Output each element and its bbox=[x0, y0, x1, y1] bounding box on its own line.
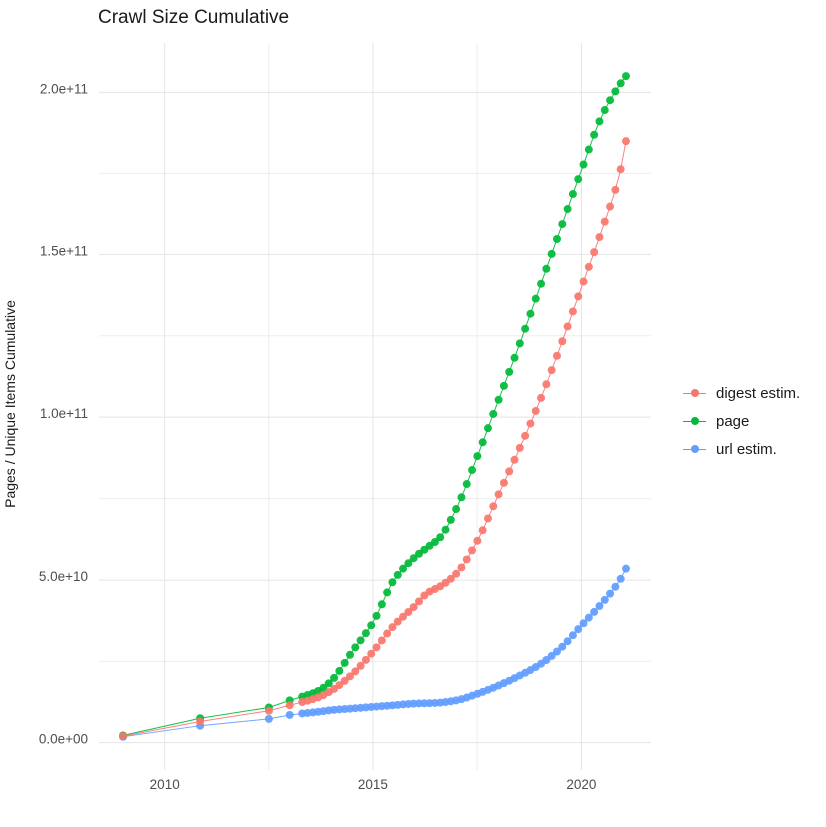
svg-text:2015: 2015 bbox=[358, 777, 388, 792]
svg-text:0.0e+00: 0.0e+00 bbox=[39, 732, 88, 747]
svg-text:2010: 2010 bbox=[150, 777, 180, 792]
svg-text:2.0e+11: 2.0e+11 bbox=[40, 81, 88, 96]
svg-text:1.5e+11: 1.5e+11 bbox=[40, 243, 88, 258]
svg-text:5.0e+10: 5.0e+10 bbox=[39, 569, 88, 584]
svg-text:2020: 2020 bbox=[566, 777, 596, 792]
svg-text:1.0e+11: 1.0e+11 bbox=[40, 406, 88, 421]
